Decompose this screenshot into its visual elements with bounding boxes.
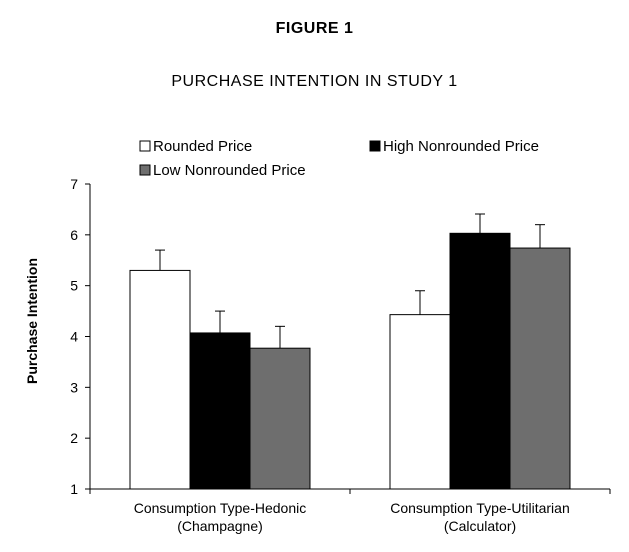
x-tick-label: Consumption Type-Hedonic [134, 500, 307, 516]
bar-rounded-price [389, 314, 451, 490]
x-tick-label: Consumption Type-Utilitarian [390, 500, 570, 516]
y-tick-label: 5 [70, 278, 78, 294]
y-tick-label: 6 [70, 227, 78, 243]
y-tick-label: 3 [70, 379, 78, 395]
y-tick-label: 7 [70, 176, 78, 192]
bar-high-nonrounded-price [189, 332, 251, 490]
legend-swatch [369, 140, 381, 152]
legend-label: High Nonrounded Price [383, 138, 539, 155]
y-ticks: 1 2 3 4 5 6 7 [70, 176, 90, 497]
x-tick-label: (Calculator) [444, 518, 516, 534]
figure-title: FIGURE 1 [275, 20, 354, 37]
legend: Rounded Price High Nonrounded Price Low No… [139, 138, 539, 179]
figure-subtitle: PURCHASE INTENTION IN STUDY 1 [171, 73, 458, 90]
legend-swatch [139, 140, 151, 152]
bar-high-nonrounded-price [449, 232, 511, 490]
y-axis-label: Purchase Intention [24, 258, 40, 384]
x-tick-label: (Champagne) [177, 518, 263, 534]
legend-label: Low Nonrounded Price [153, 162, 306, 179]
x-ticks: Consumption Type-Hedonic (Champagne) Consu… [89, 489, 611, 534]
y-tick-label: 4 [70, 329, 78, 345]
y-tick-label: 2 [70, 430, 78, 446]
legend-label: Rounded Price [153, 138, 252, 155]
bar-rounded-price [129, 269, 191, 490]
bar-low-nonrounded-price [509, 247, 571, 490]
bar-low-nonrounded-price [249, 347, 311, 490]
bars [129, 213, 571, 490]
legend-swatch [139, 164, 151, 176]
y-tick-label: 1 [70, 481, 78, 497]
